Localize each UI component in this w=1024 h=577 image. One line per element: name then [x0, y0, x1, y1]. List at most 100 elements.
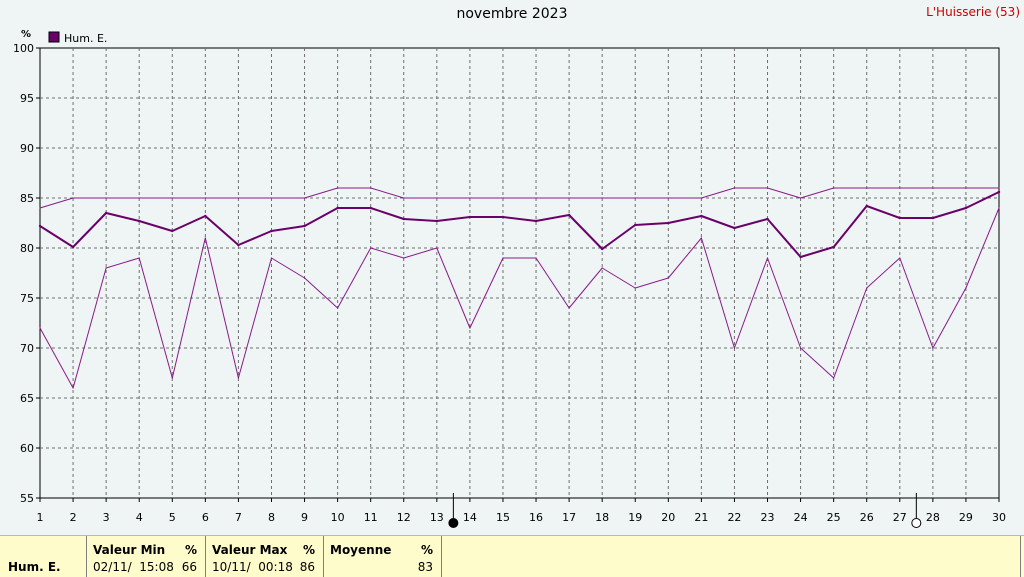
data-point-mean [336, 206, 339, 210]
data-point-max [568, 197, 570, 199]
data-point-max [700, 197, 702, 199]
footer-max-cell: Valeur Max % 10/11/ 00:18 86 [206, 536, 324, 577]
data-point-max [866, 187, 868, 189]
y-tick-label: 80 [20, 242, 34, 255]
min-header: Valeur Min [93, 543, 166, 557]
x-tick-label: 2 [70, 511, 77, 524]
data-point-max [237, 197, 240, 199]
data-point-max [72, 197, 74, 199]
x-tick-label: 5 [169, 511, 176, 524]
data-point-min [568, 307, 570, 309]
data-point-max [601, 197, 603, 199]
data-point-min [502, 257, 504, 259]
footer-mean-cell: Moyenne % 83 [324, 536, 442, 577]
x-tick-label: 26 [860, 511, 874, 524]
x-tick-label: 19 [628, 511, 642, 524]
full-moon-icon [911, 518, 922, 528]
data-point-max [634, 197, 636, 199]
data-point-max [733, 187, 736, 189]
data-point-mean [964, 206, 968, 210]
data-point-max [204, 197, 206, 199]
data-point-min [833, 377, 835, 379]
x-tick-label: 25 [827, 511, 841, 524]
data-point-min [105, 267, 107, 269]
data-point-mean [766, 217, 769, 221]
x-tick-label: 3 [103, 511, 110, 524]
x-tick-label: 24 [794, 511, 808, 524]
data-point-min [303, 277, 306, 279]
data-point-max [502, 197, 504, 199]
data-point-min [965, 287, 967, 289]
data-point-max [105, 197, 107, 199]
data-point-max [337, 187, 339, 189]
y-axis-label: % [21, 29, 31, 40]
data-point-mean [567, 213, 571, 217]
x-tick-label: 30 [992, 511, 1006, 524]
data-point-max [270, 197, 273, 199]
data-point-min [39, 327, 41, 329]
data-point-max [138, 197, 140, 199]
y-tick-label: 90 [20, 142, 34, 155]
data-point-max [998, 187, 1000, 189]
data-point-max [436, 197, 438, 199]
x-tick-label: 14 [463, 511, 477, 524]
mean-value: 83 [417, 560, 433, 574]
data-point-min [370, 247, 372, 249]
data-point-max [799, 197, 802, 199]
data-point-min [436, 247, 438, 249]
legend-label: Hum. E. [64, 32, 107, 45]
min-time: 02/11/ 15:08 [93, 560, 174, 574]
min-value: 66 [181, 560, 197, 574]
x-tick-label: 20 [661, 511, 675, 524]
max-value: 86 [299, 560, 315, 574]
data-point-mean [402, 217, 405, 221]
data-point-mean [71, 245, 75, 249]
new-moon-icon [448, 518, 459, 528]
data-point-max [667, 197, 669, 199]
chart-title: novembre 2023 [456, 6, 568, 22]
x-tick-label: 27 [893, 511, 907, 524]
data-point-min [72, 387, 74, 389]
data-point-mean [931, 216, 935, 220]
data-point-min [237, 377, 240, 379]
data-point-max [965, 187, 967, 189]
y-tick-label: 70 [20, 342, 34, 355]
data-point-mean [997, 190, 1001, 194]
data-point-mean [832, 245, 835, 249]
y-tick-label: 55 [20, 492, 34, 505]
data-point-max [403, 197, 405, 199]
data-point-max [766, 187, 769, 189]
data-point-mean [700, 214, 703, 218]
data-point-mean [270, 229, 273, 233]
series-line-min [39, 207, 1000, 389]
data-point-mean [865, 204, 868, 208]
data-point-min [899, 257, 901, 259]
y-tick-label: 65 [20, 392, 34, 405]
x-tick-label: 6 [202, 511, 209, 524]
footer-min-cell: Valeur Min % 02/11/ 15:08 66 [87, 536, 206, 577]
x-tick-label: 12 [397, 511, 411, 524]
data-point-min [601, 267, 603, 269]
data-point-min [535, 257, 537, 259]
data-point-min [667, 277, 669, 279]
x-tick-label: 4 [136, 511, 143, 524]
x-tick-label: 11 [364, 511, 378, 524]
y-tick-label: 75 [20, 292, 34, 305]
data-point-min [337, 307, 339, 309]
data-point-min [932, 347, 934, 349]
x-tick-label: 18 [595, 511, 609, 524]
y-tick-label: 60 [20, 442, 34, 455]
footer-end-cell [1020, 536, 1024, 577]
data-point-mean [204, 214, 207, 218]
data-point-mean [501, 215, 505, 219]
mean-header: Moyenne [330, 543, 392, 557]
series-line-mean [39, 191, 1000, 258]
footer-series-cell: Hum. E. [0, 536, 87, 577]
data-point-min [634, 287, 636, 289]
data-point-mean [435, 219, 439, 223]
x-tick-label: 13 [430, 511, 444, 524]
data-point-min [204, 237, 206, 239]
x-tick-label: 7 [235, 511, 242, 524]
x-tick-label: 1 [37, 511, 44, 524]
x-tick-label: 28 [926, 511, 940, 524]
